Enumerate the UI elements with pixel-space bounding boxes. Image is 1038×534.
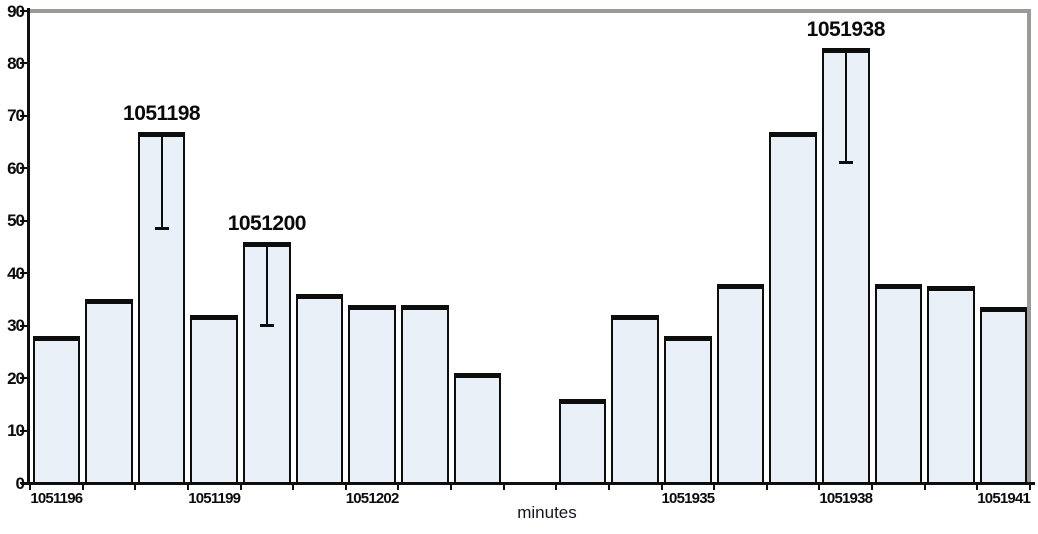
- bar-1051937: [769, 131, 817, 484]
- bar-1051934: [611, 315, 660, 484]
- y-tick: [20, 114, 28, 117]
- plot-frame-top: [30, 9, 1031, 13]
- error-bar-line: [844, 52, 847, 163]
- x-tick: [1029, 483, 1031, 490]
- x-tick: [344, 483, 347, 490]
- x-tick-label: 1051196: [30, 490, 83, 507]
- x-tick: [134, 483, 137, 490]
- y-tick: [20, 62, 28, 65]
- bar-1051940: [927, 286, 975, 484]
- x-tick: [923, 483, 926, 490]
- y-tick-label: 50: [7, 211, 25, 231]
- bar-1051939: [874, 283, 923, 484]
- bar-1051196: [32, 336, 81, 484]
- bar-1051202: [348, 304, 396, 484]
- bar-1051203: [400, 304, 449, 484]
- x-tick: [29, 483, 31, 490]
- x-tick: [660, 483, 663, 490]
- x-tick: [555, 483, 558, 490]
- y-tick: [20, 272, 28, 275]
- bar-annotation: 1051200: [227, 211, 307, 235]
- x-tick: [765, 483, 768, 490]
- x-tick-label: 1051199: [188, 490, 241, 507]
- y-tick-label: 90: [7, 1, 25, 21]
- x-axis-title: minutes: [517, 503, 577, 522]
- x-tick: [502, 483, 505, 490]
- y-tick-label: 60: [7, 158, 25, 178]
- bar-1051204: [453, 372, 502, 484]
- x-tick-label: 1051202: [345, 490, 400, 507]
- y-tick-label: 70: [7, 106, 25, 126]
- error-bar-line: [265, 246, 268, 325]
- y-tick-label: 80: [7, 53, 25, 73]
- y-axis-line: [27, 8, 30, 485]
- bar-1051941: [979, 307, 1028, 484]
- x-tick: [450, 483, 453, 490]
- x-tick-label: 1051941: [977, 490, 1031, 507]
- x-tick: [292, 483, 295, 490]
- bar-1051936: [716, 283, 765, 484]
- x-tick-label: 1051938: [819, 490, 873, 507]
- y-tick: [20, 377, 28, 380]
- x-tick: [81, 483, 84, 490]
- y-tick: [20, 10, 28, 12]
- x-axis-line: [21, 482, 1035, 485]
- plot-frame-right: [1027, 9, 1031, 485]
- y-tick-label: 0: [15, 473, 25, 493]
- x-tick: [713, 483, 716, 490]
- error-bar-cap: [259, 323, 274, 327]
- x-tick: [976, 483, 979, 490]
- bar-1051201: [295, 294, 344, 484]
- error-bar-cap: [838, 161, 853, 165]
- x-tick: [871, 483, 874, 490]
- x-tick-label: 1051935: [661, 490, 715, 507]
- bar-annotation: 1051198: [123, 101, 201, 125]
- bar-1051197: [85, 299, 133, 484]
- y-tick-label: 20: [7, 368, 25, 388]
- x-tick: [397, 483, 400, 490]
- bar-1051935: [664, 336, 712, 484]
- y-tick: [20, 167, 28, 170]
- x-tick: [607, 483, 610, 490]
- y-tick-label: 10: [7, 421, 25, 441]
- y-tick: [20, 482, 28, 484]
- y-tick: [20, 219, 28, 222]
- y-tick: [20, 324, 28, 327]
- bar-annotation: 1051938: [806, 17, 886, 41]
- x-tick: [818, 483, 821, 490]
- bar-1051199: [190, 315, 239, 484]
- bar-1051933: [558, 399, 607, 484]
- x-tick: [186, 483, 189, 490]
- y-tick-label: 40: [7, 263, 25, 283]
- y-tick: [20, 429, 28, 432]
- error-bar-line: [160, 136, 163, 228]
- x-tick: [239, 483, 242, 490]
- y-tick-label: 30: [7, 316, 25, 336]
- error-bar-cap: [154, 226, 169, 230]
